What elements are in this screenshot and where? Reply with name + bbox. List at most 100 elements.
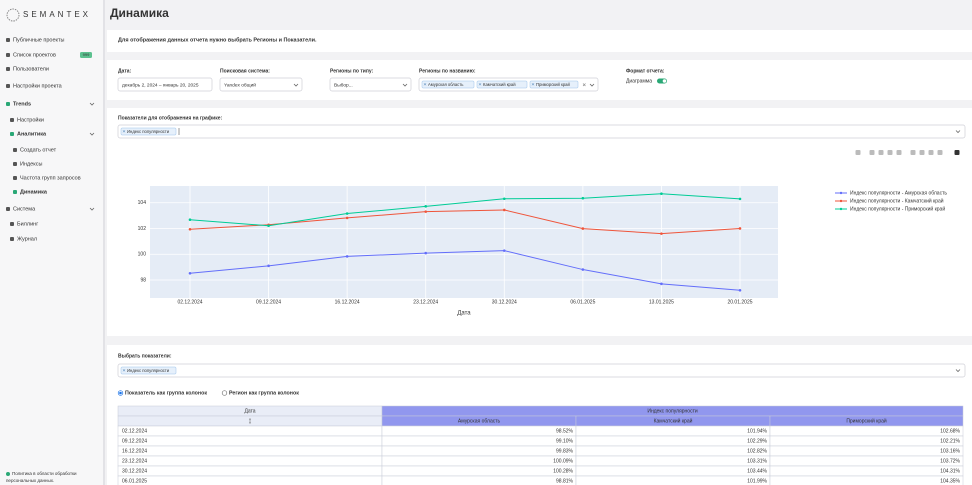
- toolbar-icon[interactable]: [879, 150, 884, 155]
- x-tick-label: 09.12.2024: [256, 299, 281, 305]
- legend-label[interactable]: Индекс популярности - Приморский край: [850, 205, 945, 212]
- cell-text: 103.72%: [940, 458, 960, 464]
- point: [739, 227, 742, 230]
- cell-text: 98.52%: [556, 428, 574, 434]
- format-value: Диаграмма: [626, 78, 652, 84]
- region-type-placeholder: Выбор...: [334, 82, 353, 88]
- menu-icon: [6, 84, 10, 88]
- cell-text: 102.29%: [747, 438, 767, 444]
- table-cell: [382, 476, 576, 485]
- menu-item[interactable]: Частота групп запросов: [20, 175, 81, 181]
- radio-label[interactable]: Показатель как группа колонок: [125, 390, 207, 396]
- toolbar-icon[interactable]: [955, 150, 960, 155]
- table-cell: [576, 466, 770, 476]
- table-cell: [770, 426, 963, 436]
- table-cell: [576, 426, 770, 436]
- legend-label[interactable]: Индекс популярности - Амурская область: [850, 190, 947, 196]
- table-cell: [382, 426, 576, 436]
- table-cell: [118, 466, 382, 476]
- point: [424, 205, 427, 208]
- radio-label[interactable]: Регион как группа колонок: [229, 390, 299, 396]
- menu-item[interactable]: Настройки: [17, 116, 44, 123]
- menu-item[interactable]: Биллинг: [17, 221, 38, 227]
- x-tick-label: 02.12.2024: [177, 299, 202, 305]
- point: [189, 218, 192, 221]
- point: [189, 228, 192, 231]
- table-cell: [770, 456, 963, 466]
- toolbar-icon[interactable]: [888, 150, 893, 155]
- point: [503, 249, 506, 252]
- menu-icon: [10, 222, 14, 226]
- table-cell: [382, 446, 576, 456]
- select-indicators[interactable]: [118, 364, 965, 377]
- radio[interactable]: [222, 391, 227, 396]
- menu-item[interactable]: Trends: [13, 101, 31, 107]
- point: [660, 283, 663, 286]
- menu-item[interactable]: Индексы: [20, 161, 42, 167]
- header-label: Индекс популярности: [647, 408, 698, 414]
- page-title: Динамика: [110, 6, 169, 20]
- toolbar-icon[interactable]: [870, 150, 875, 155]
- cell-text: 98.81%: [556, 478, 574, 484]
- toolbar-icon[interactable]: [897, 150, 902, 155]
- y-tick-label: 104: [138, 200, 147, 206]
- menu-item[interactable]: Пользователи: [13, 66, 49, 72]
- menu-item[interactable]: Публичные проекты: [13, 37, 65, 43]
- indicators-select[interactable]: [118, 125, 965, 138]
- policy-link[interactable]: персональных данных.: [6, 478, 54, 483]
- menu-icon: [13, 162, 17, 166]
- badge-label: 999: [83, 52, 90, 57]
- cell-text: 102.82%: [747, 448, 767, 454]
- date-value: декабрь 2, 2024 – январь 20, 2025: [122, 82, 199, 88]
- table-cell: [118, 426, 382, 436]
- point: [267, 224, 270, 227]
- toolbar-icon[interactable]: [938, 150, 943, 155]
- toolbar-icon[interactable]: [856, 150, 861, 155]
- cell-text: 23.12.2024: [122, 458, 147, 464]
- policy-link[interactable]: Политика в области обработки: [12, 471, 77, 476]
- table-cell: [770, 466, 963, 476]
- menu-item[interactable]: Система: [13, 206, 36, 212]
- menu-icon: [6, 102, 10, 106]
- menu-item[interactable]: Журнал: [17, 236, 37, 242]
- menu-icon: [10, 118, 14, 122]
- x-tick-label: 13.01.2025: [649, 299, 674, 305]
- toolbar-icon[interactable]: [911, 150, 916, 155]
- menu-icon: [13, 148, 17, 152]
- cell-text: 99.10%: [556, 438, 574, 444]
- legend-marker: [840, 192, 842, 194]
- menu-item[interactable]: Динамика: [20, 189, 48, 195]
- cell-text: 104.35%: [940, 478, 960, 484]
- point: [424, 210, 427, 213]
- legend-label[interactable]: Индекс популярности - Камчатский край: [850, 197, 944, 204]
- menu-item[interactable]: Создать отчет: [20, 147, 57, 153]
- point: [739, 198, 742, 201]
- cell-text: 102.21%: [940, 438, 960, 444]
- sidebar: [0, 0, 103, 485]
- point: [346, 212, 349, 215]
- menu-item[interactable]: Аналитика: [17, 131, 47, 137]
- table-cell: [770, 476, 963, 485]
- filter-label: Поисковая система:: [220, 68, 270, 74]
- x-axis-title: Дата: [457, 311, 471, 317]
- logo: SEMANTEX: [23, 10, 91, 19]
- cell-text: 104.31%: [940, 468, 960, 474]
- table-cell: [118, 456, 382, 466]
- table-cell: [576, 476, 770, 485]
- x-tick-label: 23.12.2024: [413, 299, 438, 305]
- menu-item[interactable]: Настройки проекта: [13, 82, 63, 89]
- toolbar-icon[interactable]: [929, 150, 934, 155]
- column-label: Амурская область: [458, 418, 501, 424]
- column-label: Камчатский край: [654, 417, 693, 424]
- menu-icon: [6, 38, 10, 42]
- menu-icon: [13, 176, 17, 180]
- toolbar-icon[interactable]: [920, 150, 925, 155]
- x-tick-label: 06.01.2025: [570, 299, 595, 305]
- tag-label: Приморский край: [536, 82, 570, 87]
- cell-text: 02.12.2024: [122, 428, 147, 434]
- menu-item[interactable]: Список проектов: [13, 52, 56, 58]
- menu-icon: [10, 132, 14, 136]
- tag-label: Индекс популярности: [127, 368, 170, 373]
- point: [189, 272, 192, 275]
